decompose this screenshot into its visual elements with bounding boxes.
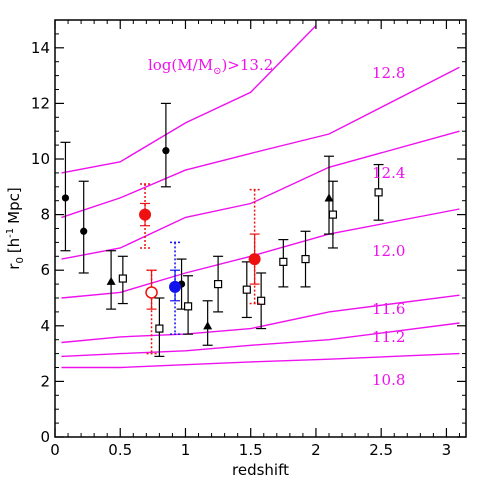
data-point-large bbox=[139, 208, 152, 221]
data-point bbox=[162, 147, 170, 155]
y-axis-label-sup: -1 bbox=[5, 228, 16, 238]
x-tick-label: 0 bbox=[50, 441, 60, 459]
data-point-triangle bbox=[203, 321, 213, 330]
data-point-triangle bbox=[106, 276, 116, 285]
y-tick-label: 4 bbox=[40, 317, 50, 335]
x-axis-label: redshift bbox=[232, 461, 289, 479]
mass-curve-11.6-line bbox=[61, 294, 460, 344]
data-point-square bbox=[328, 210, 338, 219]
data-point bbox=[61, 194, 70, 202]
mass-curve--line bbox=[61, 25, 317, 174]
data-point bbox=[80, 227, 88, 235]
x-tick-label: 1.5 bbox=[239, 441, 263, 459]
data-point-large bbox=[169, 280, 182, 293]
data-point-square bbox=[257, 296, 266, 305]
x-tick-label: 0.5 bbox=[108, 441, 132, 459]
data-point-open bbox=[145, 286, 158, 299]
y-axis-label-units: [h bbox=[5, 238, 23, 253]
data-points bbox=[60, 102, 384, 357]
mass-curve-label: 11.6 bbox=[372, 300, 405, 318]
y-tick-label: 10 bbox=[31, 150, 50, 168]
data-point-square bbox=[242, 285, 251, 294]
y-tick-label: 8 bbox=[40, 206, 50, 224]
mass-curve-label: 12.4 bbox=[372, 164, 405, 182]
y-tick-label: 0 bbox=[40, 428, 50, 446]
y-tick-label: 12 bbox=[31, 94, 50, 112]
data-point-square bbox=[374, 188, 383, 197]
data-point-square bbox=[155, 324, 164, 333]
y-tick-label: 2 bbox=[40, 372, 50, 390]
data-point-square bbox=[279, 257, 288, 266]
mass-curve-label: 12.8 bbox=[372, 64, 405, 82]
x-tick-label: 2.5 bbox=[369, 441, 393, 459]
mass-curve-label: 12.0 bbox=[372, 242, 405, 260]
axis-ticks: 0 0.5 1 1.5 2 2.5 3 0 2 4 6 8 10 12 14 bbox=[31, 20, 466, 459]
mass-curve-label: 10.8 bbox=[372, 371, 405, 389]
data-point-square bbox=[118, 274, 127, 283]
y-tick-label: 6 bbox=[40, 261, 50, 279]
y-axis-label-tail: Mpc] bbox=[5, 187, 23, 224]
x-tick-label: 1 bbox=[181, 441, 191, 459]
mass-curve-12.8-line bbox=[61, 66, 460, 219]
y-axis-label: r0 [h-1 Mpc] bbox=[5, 187, 26, 269]
y-axis-label-sub: 0 bbox=[15, 257, 26, 263]
mass-curves bbox=[61, 25, 460, 369]
y-tick-label: 14 bbox=[31, 39, 50, 57]
curve-labels: log(M/M⊙)>13.2 12.8 12.4 12.0 11.6 11.2 10.8 bbox=[148, 56, 405, 389]
data-point-square bbox=[183, 302, 193, 311]
data-point-triangle bbox=[324, 193, 334, 202]
x-tick-label: 2 bbox=[311, 441, 321, 459]
mass-curve-10.8-line bbox=[61, 352, 460, 369]
mass-curve-label: log(M/M⊙)>13.2 bbox=[148, 56, 273, 77]
data-point-square bbox=[213, 280, 223, 289]
x-tick-label: 3 bbox=[442, 441, 452, 459]
y-axis-label-main: r bbox=[5, 263, 23, 270]
data-point-large bbox=[248, 253, 261, 266]
mass-curve-12.4-line bbox=[61, 130, 460, 260]
mass-curve-11.2-line bbox=[61, 322, 460, 358]
mass-curve-label: 11.2 bbox=[372, 328, 405, 346]
data-point-square bbox=[301, 254, 310, 264]
